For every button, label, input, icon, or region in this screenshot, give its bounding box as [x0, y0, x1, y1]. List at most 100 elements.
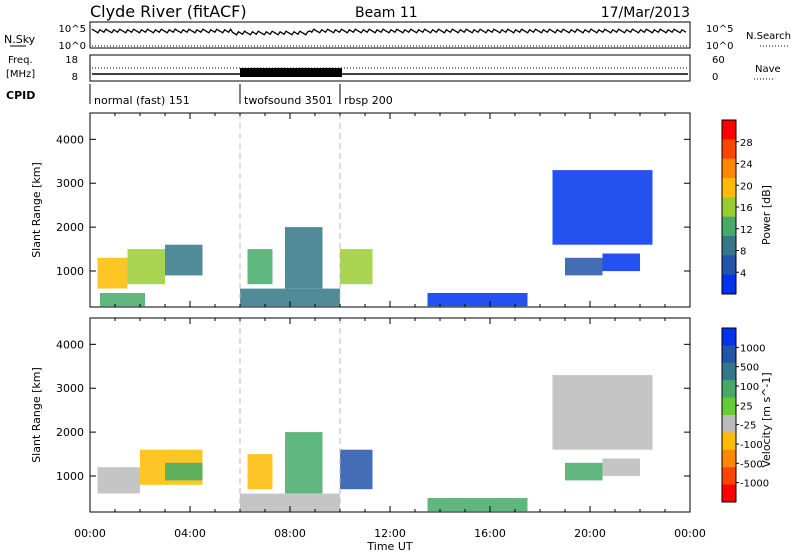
colorbar-tick-label: 12: [740, 225, 753, 236]
noise-sky-line: [91, 28, 687, 36]
ytick-label: 1000: [56, 470, 84, 483]
velocity-patches: [97, 375, 653, 512]
ytick-label: 3000: [56, 177, 84, 190]
scatter-patch: [165, 244, 203, 276]
colorbar-swatch: [722, 139, 736, 160]
colorbar-tick-label: 20: [740, 181, 753, 192]
colorbar-swatch: [722, 415, 736, 433]
station-title: Clyde River (fitACF): [90, 2, 247, 21]
noise-right-label: N.Search: [746, 31, 791, 42]
colorbar-swatch: [722, 484, 736, 503]
nave-tick-bottom-right: 0: [712, 72, 718, 83]
colorbar-swatch: [722, 120, 736, 140]
scatter-patch: [602, 458, 640, 477]
scatter-patch: [340, 449, 373, 490]
colorbar-swatch: [722, 216, 736, 237]
scatter-patch: [285, 432, 323, 494]
power-colorbar: 28 24 20 16 12 8 4: [721, 119, 753, 295]
colorbar-swatch: [722, 274, 736, 295]
power-colorbar-label: Power [dB]: [760, 185, 773, 245]
colorbar-tick-label: -100: [740, 440, 763, 451]
scatter-patch: [100, 293, 145, 307]
freq-left-label-1: Freq.: [8, 55, 33, 66]
freq-tick-bottom-left: 8: [72, 72, 78, 83]
scatter-patch: [602, 253, 640, 272]
scatter-patch: [565, 462, 603, 481]
ytick-label: 2000: [56, 426, 84, 439]
nave-tick-top-right: 60: [712, 55, 725, 66]
ytick-label: 4000: [56, 338, 84, 351]
noise-panel-frame: [89, 21, 691, 49]
colorbar-swatch: [722, 432, 736, 451]
colorbar-tick-label: 100: [740, 382, 759, 393]
colorbar-tick-label: -25: [740, 421, 756, 432]
scatter-patch: [97, 467, 140, 494]
colorbar-swatch: [722, 178, 736, 198]
scatter-patch: [427, 293, 528, 307]
scatter-patch: [240, 493, 340, 512]
ytick-label: 1000: [56, 265, 84, 278]
scatter-patch: [247, 454, 273, 490]
xtick-label: 20:00: [574, 527, 606, 540]
scatter-patch: [97, 257, 128, 289]
freq-tick-top-left: 18: [65, 55, 78, 66]
scatter-patch: [427, 498, 528, 512]
nave-label: Nave: [755, 64, 781, 75]
beam-label: Beam 11: [355, 5, 418, 21]
colorbar-tick-label: -500: [740, 459, 763, 470]
ytick-label: 4000: [56, 133, 84, 146]
scatter-patch: [165, 462, 203, 481]
colorbar-tick-label: 24: [740, 160, 753, 171]
colorbar-tick-label: 1000: [740, 343, 765, 354]
power-ylabel: Slant Range [km]: [30, 162, 43, 258]
xtick-label: 08:00: [274, 527, 306, 540]
scatter-patch: [247, 249, 273, 285]
scatter-patch: [240, 288, 340, 307]
colorbar-tick-label: 25: [740, 401, 753, 412]
colorbar-swatch: [722, 345, 736, 364]
colorbar-swatch: [722, 197, 736, 218]
velocity-axes: 1000 2000 3000 4000: [56, 318, 691, 512]
colorbar-tick-label: 8: [740, 247, 746, 258]
colorbar-tick-label: 28: [740, 138, 753, 149]
cpid-label: CPID: [6, 89, 35, 102]
colorbar-swatch: [722, 380, 736, 399]
cpid-segment-label: rbsp 200: [344, 94, 393, 107]
scatter-patch: [552, 170, 653, 245]
colorbar-swatch: [722, 158, 736, 179]
ytick-label: 2000: [56, 221, 84, 234]
colorbar-swatch: [722, 362, 736, 381]
date-label: 17/Mar/2013: [601, 5, 690, 21]
velocity-colorbar-label: Velocity [m s^-1]: [760, 372, 773, 467]
scatter-patch: [565, 257, 603, 276]
xtick-labels: 00:00 04:00 08:00 12:00 16:00 20:00 00:00: [74, 527, 706, 540]
xtick-label: 16:00: [474, 527, 506, 540]
twofsound-freq-block: [240, 68, 342, 77]
power-patches: [97, 170, 653, 307]
power-axes: 1000 2000 3000 4000: [56, 113, 691, 307]
colorbar-frame: [721, 327, 737, 503]
freq-panel-frame: [89, 54, 691, 82]
colorbar-tick-label: -1000: [740, 479, 769, 490]
velocity-ylabel: Slant Range [km]: [30, 367, 43, 463]
noise-tick-bottom-left: 10^0: [59, 41, 86, 52]
noise-tick-top-left: 10^5: [59, 24, 86, 35]
cpid-row: normal (fast) 151 twofsound 3501 rbsp 200: [89, 84, 393, 107]
colorbar-swatch: [722, 328, 736, 346]
velocity-colorbar: 1000 500 100 25 -25 -100 -500 -1000: [721, 327, 769, 503]
colorbar-swatch: [722, 236, 736, 256]
scatter-patch: [285, 227, 323, 289]
colorbar-swatch: [722, 467, 736, 486]
ytick-label: 3000: [56, 382, 84, 395]
xtick-label: 12:00: [374, 527, 406, 540]
cpid-segment-label: twofsound 3501: [244, 94, 333, 107]
scatter-patch: [552, 375, 653, 450]
xlabel: Time UT: [366, 540, 412, 553]
colorbar-swatch: [722, 397, 736, 416]
colorbar-tick-label: 4: [740, 268, 746, 279]
noise-tick-bottom-right: 10^0: [706, 41, 733, 52]
noise-left-label: N.Sky: [4, 33, 36, 46]
xtick-label: 00:00: [74, 527, 106, 540]
